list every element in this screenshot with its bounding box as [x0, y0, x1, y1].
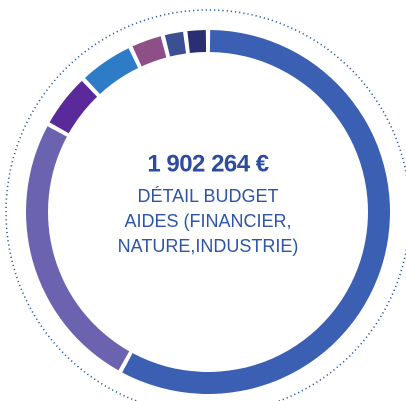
slice: [49, 80, 98, 134]
dotted-ring: [5, 9, 406, 401]
chart-title: 1 902 264 €: [147, 150, 268, 177]
subtitle-line: AIDES (FINANCIER,: [124, 211, 291, 231]
slice: [132, 36, 167, 67]
slice: [164, 31, 187, 57]
slice: [187, 30, 207, 54]
slice: [85, 48, 139, 95]
slices: [25, 30, 390, 394]
subtitle-line: DÉTAIL BUDGET: [137, 186, 278, 206]
subtitle-line: NATURE,INDUSTRIE): [118, 236, 299, 256]
slice: [25, 126, 130, 371]
